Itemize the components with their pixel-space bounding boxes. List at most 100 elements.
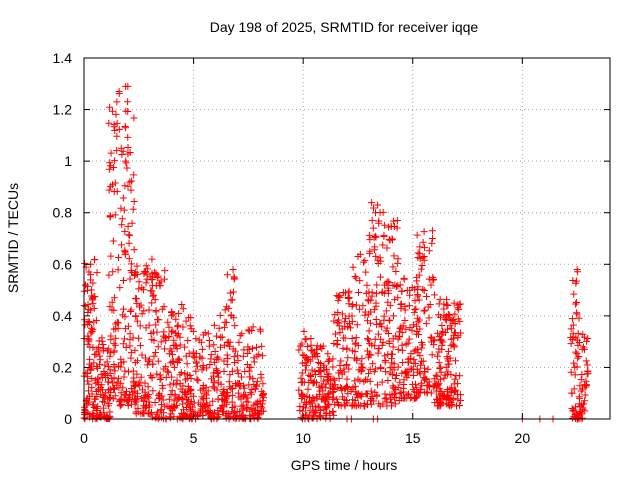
- data-point: [389, 384, 397, 392]
- data-point: [393, 282, 401, 290]
- data-point: [135, 278, 143, 286]
- data-point: [414, 249, 422, 257]
- data-point: [253, 343, 261, 351]
- data-point: [223, 360, 231, 368]
- data-point: [199, 395, 207, 403]
- data-point: [365, 231, 373, 239]
- data-point: [382, 307, 390, 315]
- data-point: [405, 335, 413, 343]
- data-point: [438, 345, 446, 353]
- data-point: [570, 385, 578, 393]
- data-point: [440, 374, 448, 382]
- data-point: [348, 312, 356, 320]
- data-point: [368, 292, 376, 300]
- data-point: [112, 320, 120, 328]
- data-point: [211, 409, 219, 417]
- data-point: [382, 368, 390, 376]
- data-point: [436, 402, 444, 410]
- data-point: [421, 375, 429, 383]
- data-point: [456, 372, 464, 380]
- data-point: [88, 328, 96, 336]
- data-point: [110, 121, 118, 129]
- data-point: [93, 411, 101, 419]
- data-point: [125, 231, 133, 239]
- data-point: [199, 412, 207, 420]
- data-point: [418, 339, 426, 347]
- data-point: [295, 386, 303, 394]
- data-point: [249, 375, 257, 383]
- data-point: [94, 402, 102, 410]
- data-point: [113, 119, 121, 127]
- data-point: [352, 274, 360, 282]
- data-point: [122, 157, 130, 165]
- data-point: [157, 277, 165, 285]
- data-point: [117, 359, 125, 367]
- data-point: [183, 360, 191, 368]
- data-point: [126, 178, 134, 186]
- data-point: [438, 322, 446, 330]
- data-point: [443, 301, 451, 309]
- y-tick-label: 0.4: [53, 308, 73, 324]
- data-point: [121, 249, 129, 257]
- data-point: [111, 367, 119, 375]
- data-point: [88, 390, 96, 398]
- data-point: [201, 403, 209, 411]
- data-point: [237, 395, 245, 403]
- data-point: [207, 351, 215, 359]
- data-point: [352, 301, 360, 309]
- data-point: [335, 401, 343, 409]
- data-point: [98, 381, 106, 389]
- data-point: [308, 366, 316, 374]
- data-point: [339, 393, 347, 401]
- data-point: [391, 400, 399, 408]
- data-point: [86, 355, 94, 363]
- data-point: [85, 380, 93, 388]
- data-point: [217, 343, 225, 351]
- data-point: [106, 408, 114, 416]
- data-point: [344, 294, 352, 302]
- data-point: [337, 357, 345, 365]
- data-point: [424, 381, 432, 389]
- data-point: [317, 395, 325, 403]
- data-point: [87, 324, 95, 332]
- data-point: [349, 263, 357, 271]
- data-point: [241, 368, 249, 376]
- data-point: [223, 303, 231, 311]
- data-point: [146, 356, 154, 364]
- data-point: [93, 393, 101, 401]
- data-point: [207, 414, 215, 422]
- data-point: [238, 330, 246, 338]
- data-point: [313, 342, 321, 350]
- data-point: [569, 330, 577, 338]
- data-point: [410, 308, 418, 316]
- data-point: [181, 369, 189, 377]
- data-point: [302, 398, 310, 406]
- data-point: [425, 275, 433, 283]
- data-point: [448, 324, 456, 332]
- data-point: [125, 368, 133, 376]
- data-point: [448, 384, 456, 392]
- data-point: [142, 279, 150, 287]
- data-point: [417, 265, 425, 273]
- data-point: [170, 379, 178, 387]
- data-point: [177, 369, 185, 377]
- data-point: [390, 360, 398, 368]
- data-point: [389, 217, 397, 225]
- data-point: [370, 233, 378, 241]
- data-point: [132, 398, 140, 406]
- data-point: [366, 365, 374, 373]
- data-point: [575, 353, 583, 361]
- data-point: [226, 289, 234, 297]
- data-point: [181, 376, 189, 384]
- data-point: [167, 414, 175, 422]
- data-point: [238, 412, 246, 420]
- data-point: [433, 372, 441, 380]
- data-point: [210, 341, 218, 349]
- data-point: [397, 323, 405, 331]
- data-point: [93, 269, 101, 277]
- data-point: [84, 301, 92, 309]
- data-point: [445, 395, 453, 403]
- data-point: [391, 296, 399, 304]
- data-point: [305, 411, 313, 419]
- data-point: [217, 334, 225, 342]
